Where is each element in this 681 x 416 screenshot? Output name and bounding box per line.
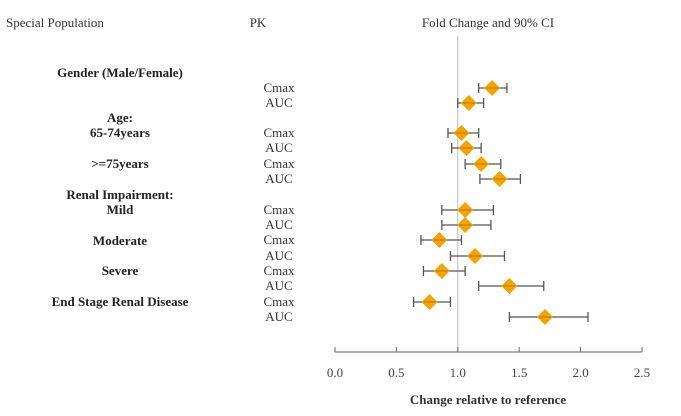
header-special-population: Special Population [6, 15, 104, 30]
pk-label: Cmax [263, 80, 295, 95]
pk-label: AUC [265, 309, 292, 324]
pk-label: Cmax [263, 232, 295, 247]
pk-label: AUC [265, 171, 292, 186]
x-tick-label: 2.0 [572, 365, 588, 380]
forest-row [441, 217, 492, 233]
group-sublabel-75plus: >=75years [91, 156, 148, 171]
forest-row [479, 171, 522, 187]
pk-label: Cmax [263, 125, 295, 140]
x-axis-label: Change relative to reference [410, 392, 567, 407]
forest-row [457, 95, 485, 111]
group-sublabel-mild: Mild [107, 202, 134, 217]
x-tick-label: 1.5 [511, 365, 527, 380]
forest-row [447, 125, 480, 141]
group-sublabel-severe: Severe [102, 263, 139, 278]
group-label-renal: Renal Impairment: [66, 187, 173, 202]
group-sublabel-moderate: Moderate [93, 233, 147, 248]
pk-label: Cmax [263, 294, 295, 309]
data-marks [412, 80, 589, 325]
pk-label: AUC [265, 248, 292, 263]
pk-label: Cmax [263, 263, 295, 278]
x-tick-label: 1.0 [450, 365, 466, 380]
forest-row [420, 232, 463, 248]
pk-label: AUC [265, 95, 292, 110]
pk-label: AUC [265, 278, 292, 293]
pk-label: Cmax [263, 202, 295, 217]
header-pk: PK [250, 15, 267, 30]
forest-row [451, 140, 482, 156]
group-label-age: Age: [107, 110, 133, 125]
forest-row [449, 248, 506, 264]
forest-row [441, 202, 495, 218]
forest-row [422, 263, 466, 279]
pk-labels: CmaxAUCCmaxAUCCmaxAUCCmaxAUCCmaxAUCCmaxA… [263, 80, 295, 324]
x-axis: 0.0 0.5 1.0 1.5 2.0 2.5 [327, 347, 650, 380]
x-tick-label: 2.5 [634, 365, 650, 380]
pk-label: AUC [265, 140, 292, 155]
group-labels: Gender (Male/Female) Age: 65-74years >=7… [52, 65, 189, 309]
forest-row [508, 309, 589, 325]
x-tick-label: 0.5 [388, 365, 404, 380]
header-fold-change: Fold Change and 90% CI [422, 15, 554, 30]
forest-row [478, 80, 508, 96]
group-sublabel-65-74: 65-74years [90, 125, 150, 140]
forest-row [464, 156, 502, 172]
forest-row [412, 294, 452, 310]
group-sublabel-esrd: End Stage Renal Disease [52, 294, 189, 309]
group-label-gender: Gender (Male/Female) [57, 65, 183, 80]
forest-row [478, 278, 545, 294]
pk-label: AUC [265, 217, 292, 232]
pk-label: Cmax [263, 156, 295, 171]
x-tick-label: 0.0 [327, 365, 343, 380]
